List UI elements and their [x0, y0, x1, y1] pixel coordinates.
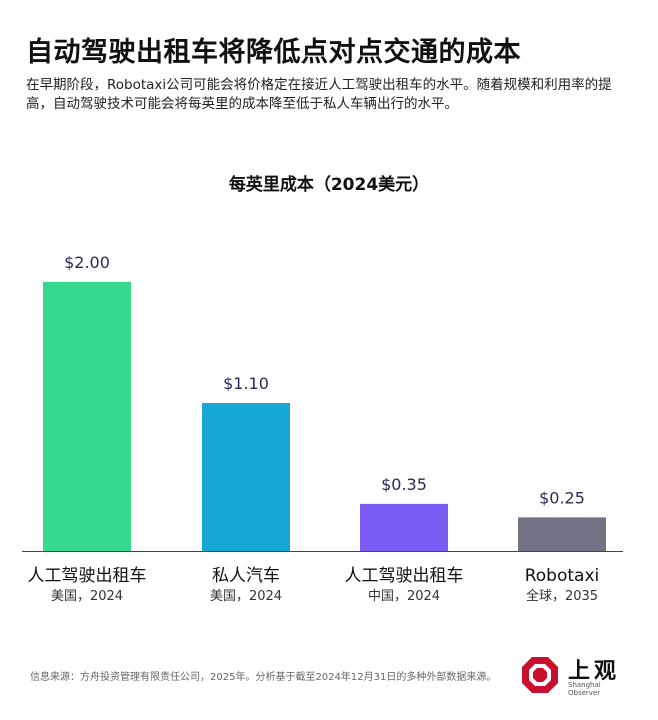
- logo-name: 上观: [568, 659, 621, 684]
- bar-2: [202, 403, 290, 551]
- category-sublabel-4: 全球，2035: [526, 588, 598, 604]
- category-sublabel-2: 美国，2024: [210, 589, 282, 604]
- chart-title-header: 自动驾驶出租车将降低点对点交通的成本: [26, 37, 521, 68]
- bar-4: [518, 517, 606, 551]
- category-label-1: 人工驾驶出租车: [28, 566, 147, 586]
- category-label-2: 私人汽车: [212, 566, 280, 586]
- category-sublabel-1: 美国，2024: [51, 589, 123, 604]
- value-label-1: $2.00: [64, 253, 110, 272]
- value-label-3: $0.35: [381, 475, 427, 494]
- value-label-2: $1.10: [223, 374, 269, 393]
- category-label-4: Robotaxi: [525, 566, 600, 586]
- category-sublabel-3: 中国，2024: [368, 589, 440, 604]
- bar-1: [43, 281, 131, 551]
- logo-mark-icon: [522, 657, 558, 693]
- logo-subtitle: Shanghai Observer: [568, 681, 601, 697]
- source-note: 信息来源：方舟投资管理有限责任公司，2025年。分析基于截至2024年12月31…: [30, 672, 497, 683]
- value-label-4: $0.25: [539, 488, 585, 507]
- publisher-logo: 上观 Shanghai Observer: [520, 653, 630, 697]
- chart-caption: 每英里成本（2024美元）: [228, 175, 430, 195]
- chart-subtitle: 在早期阶段，Robotaxi公司可能会将价格定在接近人工驾驶出租车的水平。随着规…: [26, 77, 612, 112]
- bar-3: [360, 503, 448, 551]
- category-label-3: 人工驾驶出租车: [345, 566, 464, 586]
